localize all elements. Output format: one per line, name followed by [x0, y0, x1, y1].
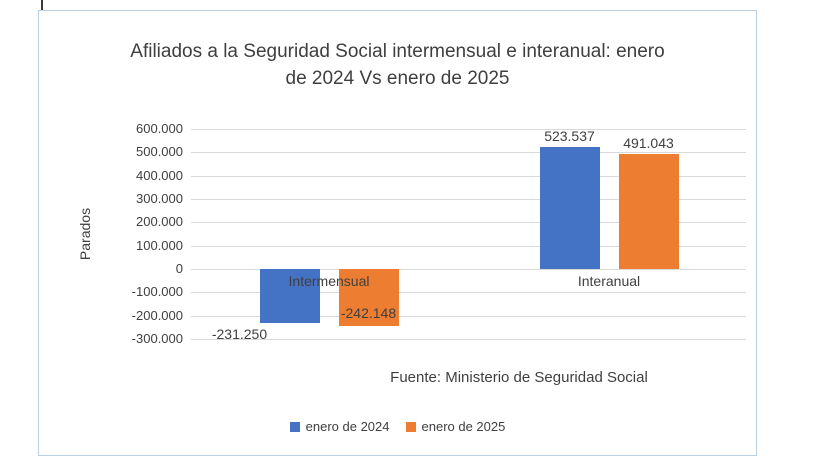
- gridline: [191, 175, 746, 177]
- gridline: [191, 315, 746, 317]
- gridline: [191, 292, 746, 294]
- data-label: 491.043: [623, 135, 674, 152]
- gridline: [191, 199, 746, 200]
- gridline: [191, 222, 746, 224]
- spreadsheet-gridline-artifact: [41, 0, 43, 18]
- category-label-intermensual: Intermensual: [288, 273, 370, 289]
- data-label: -231.250: [211, 325, 268, 342]
- legend-swatch-enero-de-2025: [405, 421, 416, 432]
- source-note: Fuente: Ministerio de Seguridad Social: [390, 369, 648, 386]
- y-tick-label: -300.000: [131, 331, 183, 346]
- bar-interanual-enero-de-2025[interactable]: [618, 154, 679, 269]
- y-tick-label: 500.000: [136, 144, 183, 160]
- chart-title: Afiliados a la Seguridad Social intermen…: [130, 41, 665, 89]
- y-tick-label: 400.000: [136, 167, 183, 183]
- bar-intermensual-enero-de-2025[interactable]: [338, 269, 399, 326]
- legend-label: enero de 2025: [421, 419, 506, 434]
- legend-label: enero de 2024: [305, 419, 390, 434]
- gridline: [191, 339, 746, 340]
- data-label: 523.537: [544, 127, 595, 144]
- y-tick-label: -100.000: [131, 284, 183, 300]
- gridline: [191, 152, 746, 154]
- bar-interanual-enero-de-2024[interactable]: [539, 146, 600, 269]
- category-label-interanual: Interanual: [577, 273, 641, 289]
- data-label: -242.148: [340, 304, 397, 321]
- legend-swatch-enero-de-2024: [289, 421, 300, 432]
- y-tick-label: 100.000: [136, 237, 183, 253]
- chart-container[interactable]: Afiliados a la Seguridad Social intermen…: [38, 10, 757, 456]
- y-tick-label: 300.000: [136, 191, 183, 206]
- y-axis-title: Parados: [77, 207, 93, 261]
- bar-intermensual-enero-de-2024[interactable]: [259, 269, 320, 323]
- legend-item[interactable]: enero de 2024: [289, 419, 390, 434]
- legend: enero de 2024 enero de 2025: [39, 419, 756, 434]
- plot-area: 600.000 500.000 400.000 300.000 200.000 100.0…: [132, 121, 746, 346]
- legend-item[interactable]: enero de 2025: [405, 419, 506, 434]
- y-tick-label: 200.000: [136, 214, 183, 230]
- gridline: [191, 245, 746, 247]
- y-tick-label: 0: [175, 261, 183, 276]
- y-tick-label: 600.000: [136, 121, 183, 136]
- y-tick-label: -200.000: [131, 307, 183, 323]
- gridline: [191, 269, 746, 270]
- gridline: [191, 129, 746, 130]
